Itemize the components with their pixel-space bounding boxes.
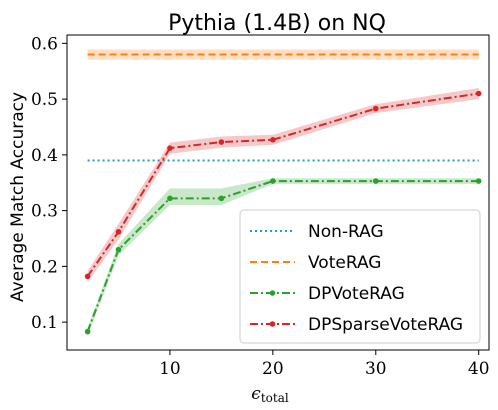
legend-label-non-rag: Non-RAG — [308, 222, 384, 242]
dpvoterag-point — [115, 246, 122, 253]
y-tick-label: 0.4 — [31, 146, 58, 166]
dpsparsevoterag-point — [218, 139, 225, 145]
x-tick-label: 30 — [365, 359, 387, 379]
chart-title: Pythia (1.4B) on NQ — [168, 11, 386, 36]
y-axis-label: Average Match Accuracy — [8, 92, 28, 302]
x-tick-label: 10 — [159, 359, 181, 379]
dpsparsevoterag-point — [84, 273, 91, 280]
y-tick-label: 0.2 — [31, 257, 58, 277]
dpvoterag-point — [218, 195, 225, 202]
dpsparsevoterag-point — [167, 145, 173, 151]
axes: 10 20 30 40 0.1 0.2 0.3 0.4 0.5 0.6 — [31, 34, 490, 379]
legend-label-dpsparsevoterag: DPSparseVoteRAG — [308, 315, 463, 335]
x-axis-label-subscript: total — [261, 391, 289, 405]
dpsparsevoterag-point — [115, 229, 122, 235]
legend-marker-dpsparsevoterag — [269, 321, 276, 327]
y-tick-label: 0.6 — [31, 34, 58, 54]
voterag-confidence-band — [87, 49, 479, 60]
dpvoterag-point — [167, 195, 173, 202]
x-tick-label: 40 — [468, 359, 490, 379]
x-tick-label: 20 — [262, 359, 284, 379]
x-axis-label: ϵtotal — [251, 384, 289, 405]
legend-marker-dpvoterag — [269, 290, 276, 296]
dpvoterag-point — [270, 178, 276, 184]
y-tick-label: 0.1 — [31, 313, 58, 333]
x-axis-label-symbol: ϵ — [251, 384, 261, 404]
dpsparsevoterag-point — [475, 90, 482, 97]
dpvoterag-point — [475, 178, 482, 184]
legend-label-dpvoterag: DPVoteRAG — [308, 284, 405, 304]
dpsparsevoterag-point — [372, 105, 379, 112]
dpvoterag-point — [372, 178, 379, 184]
legend-label-voterag: VoteRAG — [308, 253, 381, 273]
y-tick-label: 0.5 — [31, 90, 58, 110]
y-tick-label: 0.3 — [31, 202, 58, 222]
plot-frame — [66, 34, 490, 351]
legend-box — [239, 209, 481, 344]
legend: Non-RAG VoteRAG DPVoteRAG DPSparseVoteRAG — [239, 209, 481, 344]
plot-area — [84, 49, 482, 337]
dpsparsevoterag-point — [270, 137, 276, 143]
dpvoterag-point — [84, 328, 91, 335]
